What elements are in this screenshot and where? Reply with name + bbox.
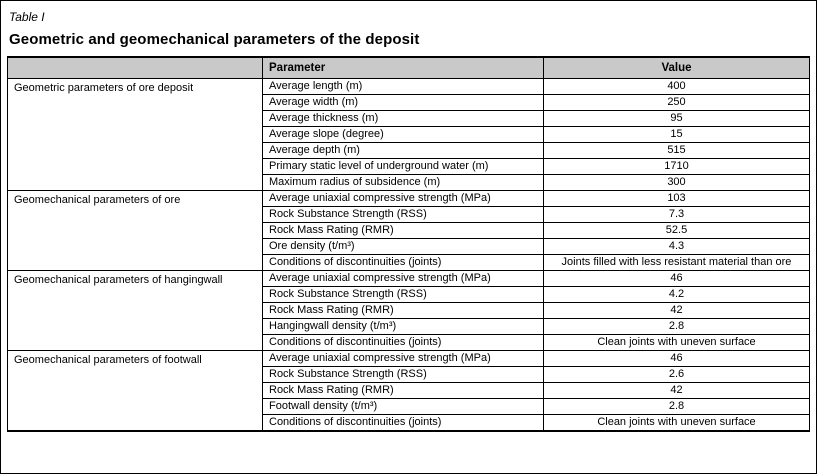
parameter-cell: Average length (m) bbox=[262, 77, 544, 95]
header-row: Parameter Value bbox=[7, 56, 810, 79]
parameter-cell: Average slope (degree) bbox=[262, 125, 544, 143]
table-row: Hangingwall density (t/m³) 2.8 bbox=[8, 317, 810, 335]
header-cell-parameter: Parameter bbox=[262, 56, 544, 79]
value-cell: 103 bbox=[543, 189, 810, 207]
parameter-cell: Primary static level of underground wate… bbox=[262, 157, 544, 175]
header-cell-value: Value bbox=[543, 56, 810, 79]
table-title: Geometric and geomechanical parameters o… bbox=[9, 31, 420, 48]
value-cell: 2.8 bbox=[543, 397, 810, 415]
value-cell: 4.2 bbox=[543, 285, 810, 303]
value-cell: 42 bbox=[543, 301, 810, 319]
value-cell: 42 bbox=[543, 381, 810, 399]
parameter-cell: Rock Mass Rating (RMR) bbox=[262, 221, 544, 239]
category-cell: Geometric parameters of ore deposit bbox=[7, 77, 263, 191]
table-label: Table I bbox=[9, 10, 45, 24]
parameters-table: Parameter Value Geometric parameters of … bbox=[7, 56, 810, 432]
parameter-cell: Maximum radius of subsidence (m) bbox=[262, 173, 544, 191]
table-row: Rock Mass Rating (RMR) 52.5 bbox=[8, 221, 810, 239]
table-header: Parameter Value bbox=[7, 56, 810, 79]
value-cell: Joints filled with less resistant materi… bbox=[543, 253, 810, 271]
table-row: Average slope (degree) 15 bbox=[8, 125, 810, 143]
parameter-cell: Average width (m) bbox=[262, 93, 544, 111]
parameter-cell: Conditions of discontinuities (joints) bbox=[262, 413, 544, 431]
parameter-cell: Rock Mass Rating (RMR) bbox=[262, 301, 544, 319]
value-cell: 515 bbox=[543, 141, 810, 159]
parameter-cell: Rock Substance Strength (RSS) bbox=[262, 205, 544, 223]
parameter-cell: Conditions of discontinuities (joints) bbox=[262, 333, 544, 351]
parameter-cell: Rock Substance Strength (RSS) bbox=[262, 285, 544, 303]
parameter-cell: Average depth (m) bbox=[262, 141, 544, 159]
value-cell: 1710 bbox=[543, 157, 810, 175]
parameter-cell: Average uniaxial compressive strength (M… bbox=[262, 349, 544, 367]
table-row: Geomechanical parameters of hangingwall A… bbox=[7, 269, 810, 351]
value-cell: 2.8 bbox=[543, 317, 810, 335]
header-cell-empty bbox=[7, 56, 263, 79]
value-cell: 7.3 bbox=[543, 205, 810, 223]
table-row: Rock Substance Strength (RSS) 7.3 bbox=[8, 205, 810, 223]
parameter-cell: Ore density (t/m³) bbox=[262, 237, 544, 255]
value-cell: 46 bbox=[543, 269, 810, 287]
parameter-cell: Conditions of discontinuities (joints) bbox=[262, 253, 544, 271]
table-row: Conditions of discontinuities (joints) Cl… bbox=[8, 413, 810, 431]
value-cell: 95 bbox=[543, 109, 810, 127]
parameter-cell: Rock Mass Rating (RMR) bbox=[262, 381, 544, 399]
parameter-cell: Average uniaxial compressive strength (M… bbox=[262, 189, 544, 207]
parameter-cell: Average uniaxial compressive strength (M… bbox=[262, 269, 544, 287]
category-cell: Geomechanical parameters of footwall bbox=[7, 349, 263, 431]
table-row: Geometric parameters of ore deposit Avera… bbox=[7, 77, 810, 191]
table-row: Rock Substance Strength (RSS) 4.2 bbox=[8, 285, 810, 303]
table-row: Geomechanical parameters of footwall Aver… bbox=[7, 349, 810, 431]
value-cell: Clean joints with uneven surface bbox=[543, 333, 810, 351]
value-cell: 2.6 bbox=[543, 365, 810, 383]
table-row: Footwall density (t/m³) 2.8 bbox=[8, 397, 810, 415]
parameter-cell: Hangingwall density (t/m³) bbox=[262, 317, 544, 335]
category-cell: Geomechanical parameters of ore bbox=[7, 189, 263, 271]
table-row: Primary static level of underground wate… bbox=[8, 157, 810, 175]
value-cell: 400 bbox=[543, 77, 810, 95]
value-cell: 46 bbox=[543, 349, 810, 367]
parameter-cell: Footwall density (t/m³) bbox=[262, 397, 544, 415]
parameter-cell: Rock Substance Strength (RSS) bbox=[262, 365, 544, 383]
table-row: Conditions of discontinuities (joints) Jo… bbox=[8, 253, 810, 271]
table-row: Geomechanical parameters of ore Average u… bbox=[7, 189, 810, 271]
value-cell: 4.3 bbox=[543, 237, 810, 255]
table-row: Ore density (t/m³) 4.3 bbox=[8, 237, 810, 255]
category-cell: Geomechanical parameters of hangingwall bbox=[7, 269, 263, 351]
value-cell: 250 bbox=[543, 93, 810, 111]
value-cell: Clean joints with uneven surface bbox=[543, 413, 810, 431]
parameter-cell: Average thickness (m) bbox=[262, 109, 544, 127]
table-body: Geometric parameters of ore deposit Avera… bbox=[7, 77, 810, 431]
value-cell: 15 bbox=[543, 125, 810, 143]
value-cell: 52.5 bbox=[543, 221, 810, 239]
value-cell: 300 bbox=[543, 173, 810, 191]
